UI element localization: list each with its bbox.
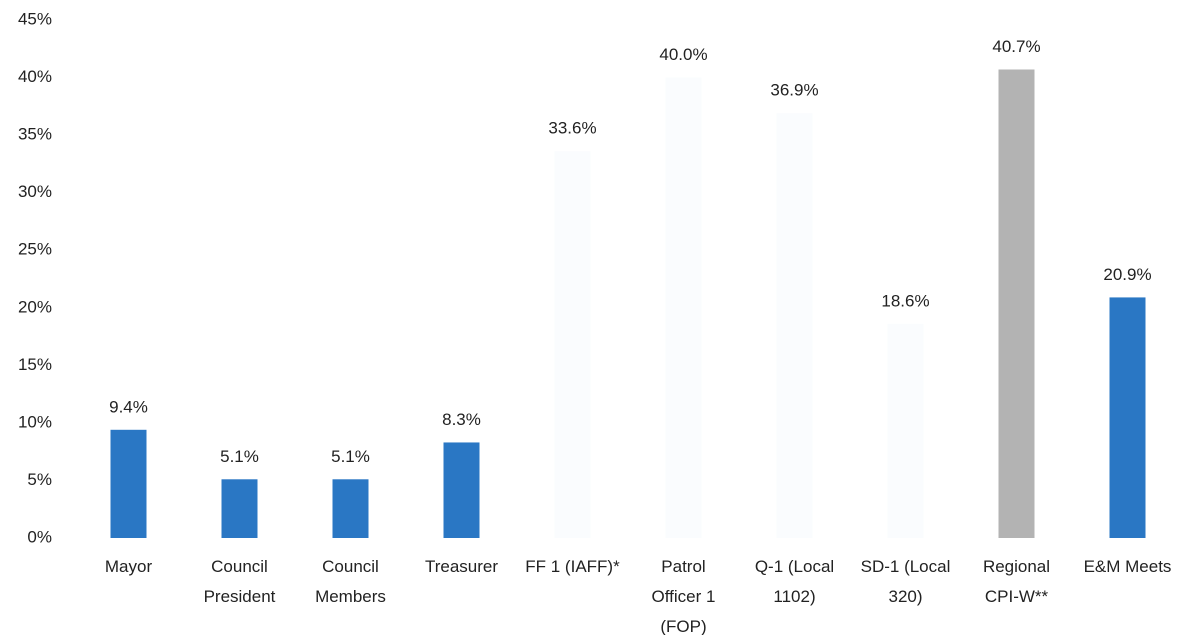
- y-tick-label: 35%: [18, 125, 52, 144]
- x-tick-label: Patrol Officer 1 (FOP): [652, 557, 716, 635]
- y-tick-label: 20%: [18, 297, 52, 316]
- x-tick-label: Regional CPI-W**: [983, 557, 1050, 606]
- x-tick-label: Council Members: [315, 557, 386, 606]
- x-tick-label: SD-1 (Local 320): [861, 557, 951, 606]
- bar: [554, 151, 591, 538]
- y-tick-label: 5%: [27, 470, 52, 489]
- bar: [1109, 297, 1146, 538]
- value-label: 20.9%: [1103, 265, 1151, 284]
- y-tick-label: 0%: [27, 527, 52, 546]
- y-tick-label: 15%: [18, 355, 52, 374]
- x-tick-label: Treasurer: [425, 557, 498, 576]
- bar: [443, 442, 480, 538]
- x-tick-label: FF 1 (IAFF)*: [525, 557, 620, 576]
- bar: [665, 77, 702, 539]
- x-tick-label: Q-1 (Local 1102): [755, 557, 834, 606]
- y-tick-label: 40%: [18, 67, 52, 86]
- value-label: 40.0%: [659, 45, 707, 64]
- bar: [221, 479, 258, 538]
- bar: [887, 323, 924, 538]
- bar: [332, 479, 369, 538]
- value-label: 8.3%: [442, 410, 481, 429]
- bar: [776, 113, 813, 539]
- value-label: 33.6%: [548, 119, 596, 138]
- x-tick-label: Mayor: [105, 557, 153, 576]
- value-label: 36.9%: [770, 81, 818, 100]
- value-label: 40.7%: [992, 37, 1040, 56]
- value-label: 18.6%: [881, 291, 929, 310]
- value-label: 5.1%: [331, 447, 370, 466]
- bar: [998, 69, 1035, 539]
- value-label: 5.1%: [220, 447, 259, 466]
- y-tick-label: 25%: [18, 240, 52, 259]
- y-tick-label: 45%: [18, 9, 52, 28]
- y-tick-label: 10%: [18, 412, 52, 431]
- x-tick-label: Council President: [204, 557, 276, 606]
- y-tick-label: 30%: [18, 182, 52, 201]
- x-tick-label: E&M Meets: [1084, 557, 1172, 576]
- bar: [110, 429, 147, 538]
- value-label: 9.4%: [109, 397, 148, 416]
